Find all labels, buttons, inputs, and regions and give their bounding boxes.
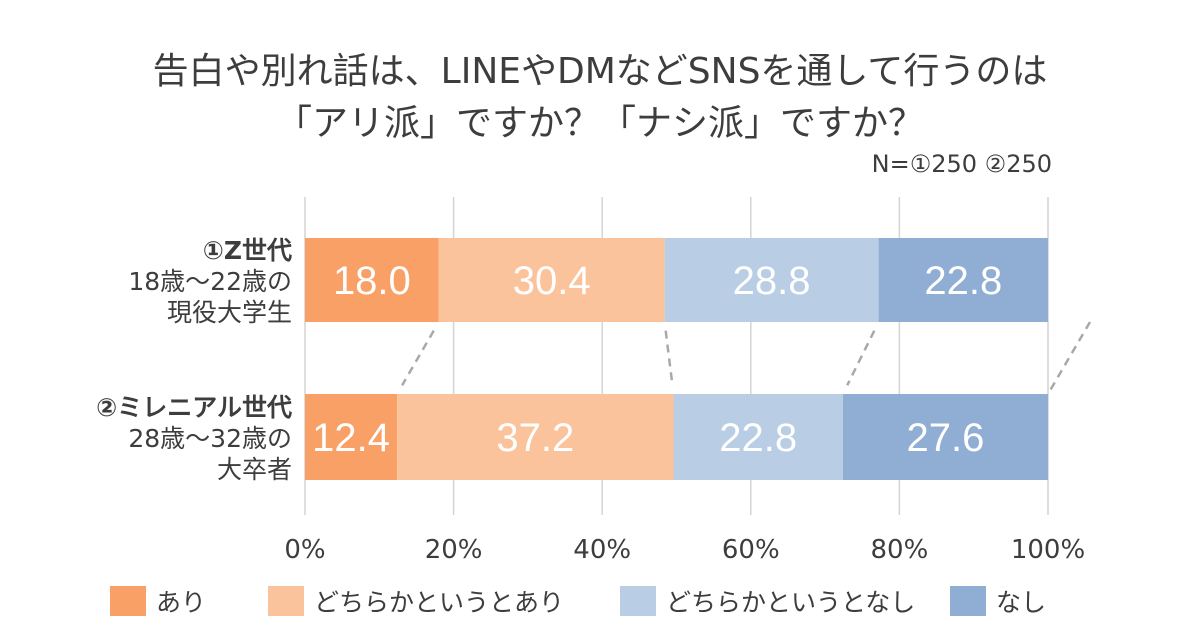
bar-segment	[397, 394, 674, 480]
legend-item: なし	[950, 583, 1046, 619]
bar-segment	[305, 238, 439, 322]
legend-label: あり	[156, 588, 207, 617]
legend-swatch	[620, 586, 656, 616]
data-label: 12.4	[312, 416, 390, 460]
legend-swatch	[950, 586, 986, 616]
chart-title-line-2: 「アリ派」ですか？「ナシ派」ですか？	[275, 103, 924, 145]
bar-segment	[438, 238, 665, 322]
x-tick-label: 80%	[871, 535, 929, 565]
chart-legend: あり どちらかというとあり どちらかというとなし なし	[110, 583, 1110, 623]
data-label: 28.8	[733, 259, 811, 303]
x-tick-label: 100%	[1011, 535, 1085, 565]
data-label: 22.8	[924, 259, 1002, 303]
category-label: 18歳〜22歳の	[128, 267, 292, 296]
data-label: 30.4	[513, 259, 591, 303]
legend-swatch	[110, 586, 146, 616]
x-tick-label: 20%	[425, 535, 483, 565]
bar-segment	[842, 394, 1048, 480]
connector-line	[664, 330, 674, 386]
chart-title: 告白や別れ話は、LINEやDMなどSNSを通して行うのは 「アリ派」ですか？「ナ…	[0, 46, 1200, 150]
category-label: 大卒者	[217, 455, 292, 484]
x-tick-label: 60%	[722, 535, 780, 565]
legend-item: どちらかというとなし	[620, 583, 915, 619]
legend-swatch	[268, 586, 304, 616]
bar-segment	[305, 394, 398, 480]
connector-line	[846, 330, 876, 386]
bar-segment	[673, 394, 843, 480]
category-label: ①Z世代	[203, 236, 292, 265]
bar-segment	[664, 238, 879, 322]
category-label: 28歳〜32歳の	[128, 424, 292, 453]
legend-item: あり	[110, 583, 206, 619]
x-tick-label: 0%	[284, 535, 325, 565]
x-tick-label: 40%	[573, 535, 631, 565]
legend-label: どちらかというとあり	[314, 588, 565, 617]
chart-title-line-1: 告白や別れ話は、LINEやDMなどSNSを通して行うのは	[152, 51, 1048, 93]
connector-line	[1046, 321, 1092, 395]
legend-label: どちらかというとなし	[666, 588, 916, 617]
legend-label: なし	[996, 588, 1047, 617]
data-label: 22.8	[719, 416, 797, 460]
sample-size-note: N=①250 ②250	[871, 150, 1052, 178]
category-label: 現役大学生	[167, 298, 292, 327]
data-label: 27.6	[907, 416, 985, 460]
category-label: ②ミレニアル世代	[96, 393, 292, 422]
bar-segment	[878, 238, 1048, 322]
data-label: 37.2	[496, 416, 574, 460]
data-label: 18.0	[333, 259, 411, 303]
connector-line	[401, 330, 435, 386]
legend-item: どちらかというとあり	[268, 583, 564, 619]
